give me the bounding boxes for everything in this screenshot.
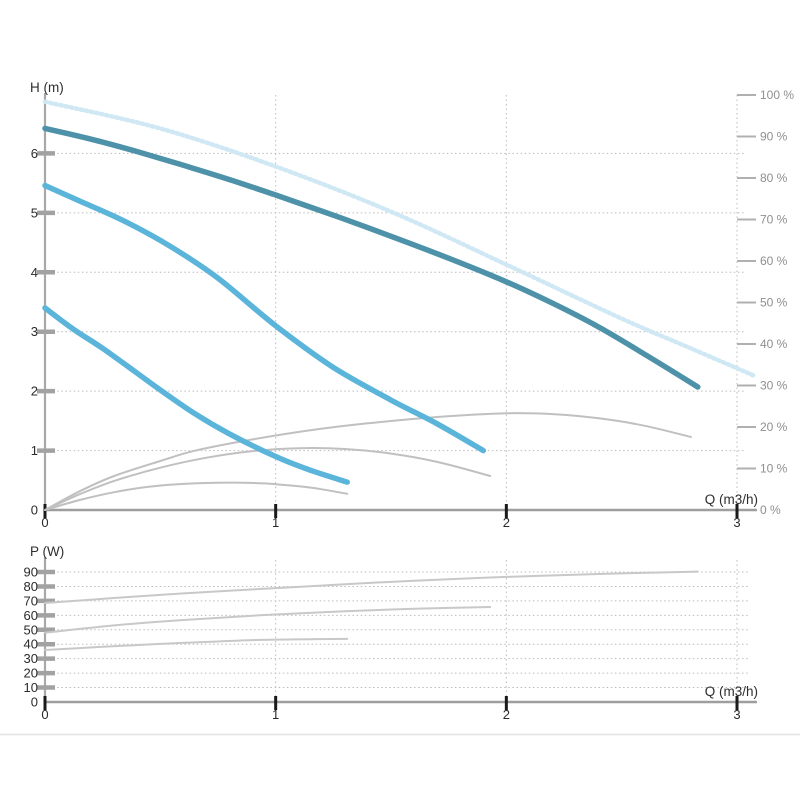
- speed2-head-curve: [42, 182, 487, 454]
- y-tick-label: 60: [24, 608, 38, 623]
- y-tick-label: 5: [31, 205, 38, 220]
- y-tick-label: 20: [24, 666, 38, 681]
- speed3-efficiency-curve: [44, 412, 692, 511]
- right-tick-label: 70 %: [760, 213, 788, 227]
- speed2-power-curve: [44, 606, 492, 634]
- right-tick-label: 50 %: [760, 296, 788, 310]
- x-tick-label: 3: [733, 515, 740, 530]
- speed2-efficiency-curve: [44, 447, 492, 511]
- power-axis-title: P (W): [30, 544, 65, 559]
- right-tick-label: 80 %: [760, 171, 788, 185]
- x-tick-label: 0: [41, 515, 48, 530]
- speed3-head-curve: [42, 125, 701, 390]
- x-tick-label: 2: [503, 707, 510, 722]
- x-tick-label: 1: [272, 515, 279, 530]
- speed1-power-curve: [44, 637, 349, 652]
- y-tick-label: 30: [24, 651, 38, 666]
- power-chart-series: [44, 570, 699, 652]
- y-tick-label: 2: [31, 384, 38, 399]
- speed1-head-curve: [42, 305, 350, 485]
- y-tick-label: 80: [24, 579, 38, 594]
- head-flow-chart-series: [42, 99, 758, 511]
- power-chart-gridlines: [45, 560, 748, 702]
- right-tick-label: 40 %: [760, 337, 788, 351]
- y-tick-label: 90: [24, 565, 38, 580]
- y-tick-label: 50: [24, 622, 38, 637]
- x-tick-label: 1: [272, 707, 279, 722]
- x-tick-label: 3: [733, 707, 740, 722]
- y-tick-label: 10: [24, 680, 38, 695]
- y-tick-label: 1: [31, 443, 38, 458]
- right-tick-label: 10 %: [760, 462, 788, 476]
- y-tick-label: 3: [31, 324, 38, 339]
- right-tick-label: 30 %: [760, 379, 788, 393]
- y-tick-label: 70: [24, 593, 38, 608]
- head-flow-chart-gridlines: [45, 95, 745, 510]
- speed3-power-curve: [44, 570, 699, 605]
- head-x-axis-title: Q (m3/h): [704, 492, 758, 507]
- right-tick-label: 100 %: [760, 88, 794, 102]
- y-tick-label: 0: [31, 695, 38, 710]
- head-axis-title: H (m): [30, 80, 64, 95]
- power-x-axis-title: Q (m3/h): [704, 684, 758, 699]
- right-tick-label: 20 %: [760, 420, 788, 434]
- y-tick-label: 40: [24, 637, 38, 652]
- y-tick-label: 4: [31, 265, 38, 280]
- max-speed-dotted-curve: [42, 99, 758, 379]
- right-tick-label: 90 %: [760, 130, 788, 144]
- x-tick-label: 2: [503, 515, 510, 530]
- speed1-efficiency-curve: [44, 481, 349, 511]
- x-tick-label: 0: [41, 707, 48, 722]
- y-tick-label: 0: [31, 503, 38, 518]
- right-tick-label: 60 %: [760, 254, 788, 268]
- right-tick-label: 0 %: [760, 503, 781, 517]
- y-tick-label: 6: [31, 146, 38, 161]
